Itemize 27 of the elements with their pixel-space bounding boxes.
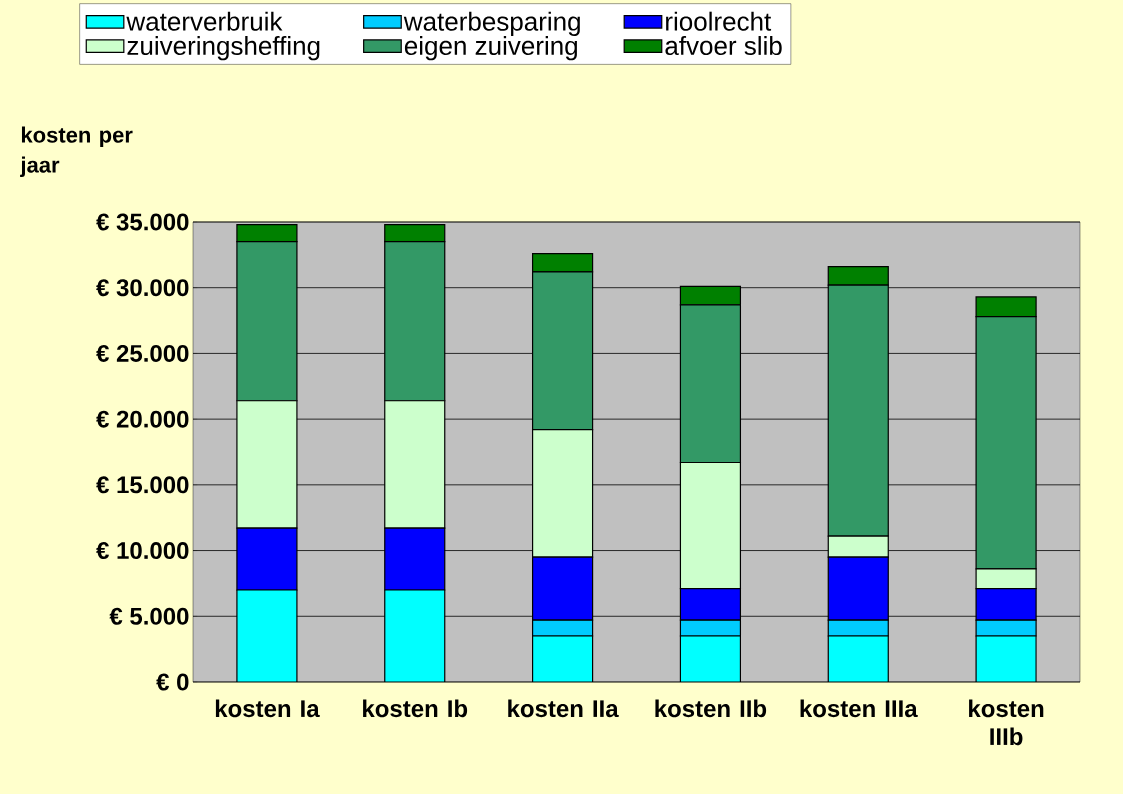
y-tick-label: € 25.000 [96, 344, 189, 362]
y-tick-label: € 15.000 [96, 476, 189, 494]
bar [236, 589, 298, 682]
y-tick-label: € 35.000 [96, 213, 189, 231]
y-tick-label: € 10.000 [96, 542, 189, 560]
legend-label: waterverbruik [126, 11, 283, 31]
bar [679, 635, 742, 682]
legend-label: afvoer slib [665, 36, 782, 56]
bar [384, 589, 446, 682]
y-axis-title: kosten per jaar [20, 126, 133, 178]
x-tick-label: kosten IIIa [800, 699, 918, 718]
y-tick-label: € 0 [156, 673, 189, 691]
x-tick-label: kosten IIIb [969, 699, 1044, 746]
x-tick-label: kosten Ib [363, 699, 468, 718]
x-tick-label: kosten IIa [508, 699, 619, 718]
legend-label: rioolrecht [666, 11, 772, 31]
bar [975, 635, 1037, 682]
y-tick-label: € 20.000 [96, 410, 189, 428]
legend-label: waterbesparing [403, 11, 580, 36]
y-tick-label: € 5.000 [109, 607, 189, 625]
bar [531, 635, 594, 682]
x-tick-label: kosten IIb [655, 699, 767, 718]
legend-label: eigen zuivering [404, 36, 577, 61]
bar [827, 635, 889, 682]
legend-label: zuiveringsheffing [127, 36, 320, 61]
x-tick-label: kosten Ia [215, 699, 320, 718]
y-tick-label: € 30.000 [96, 279, 189, 297]
